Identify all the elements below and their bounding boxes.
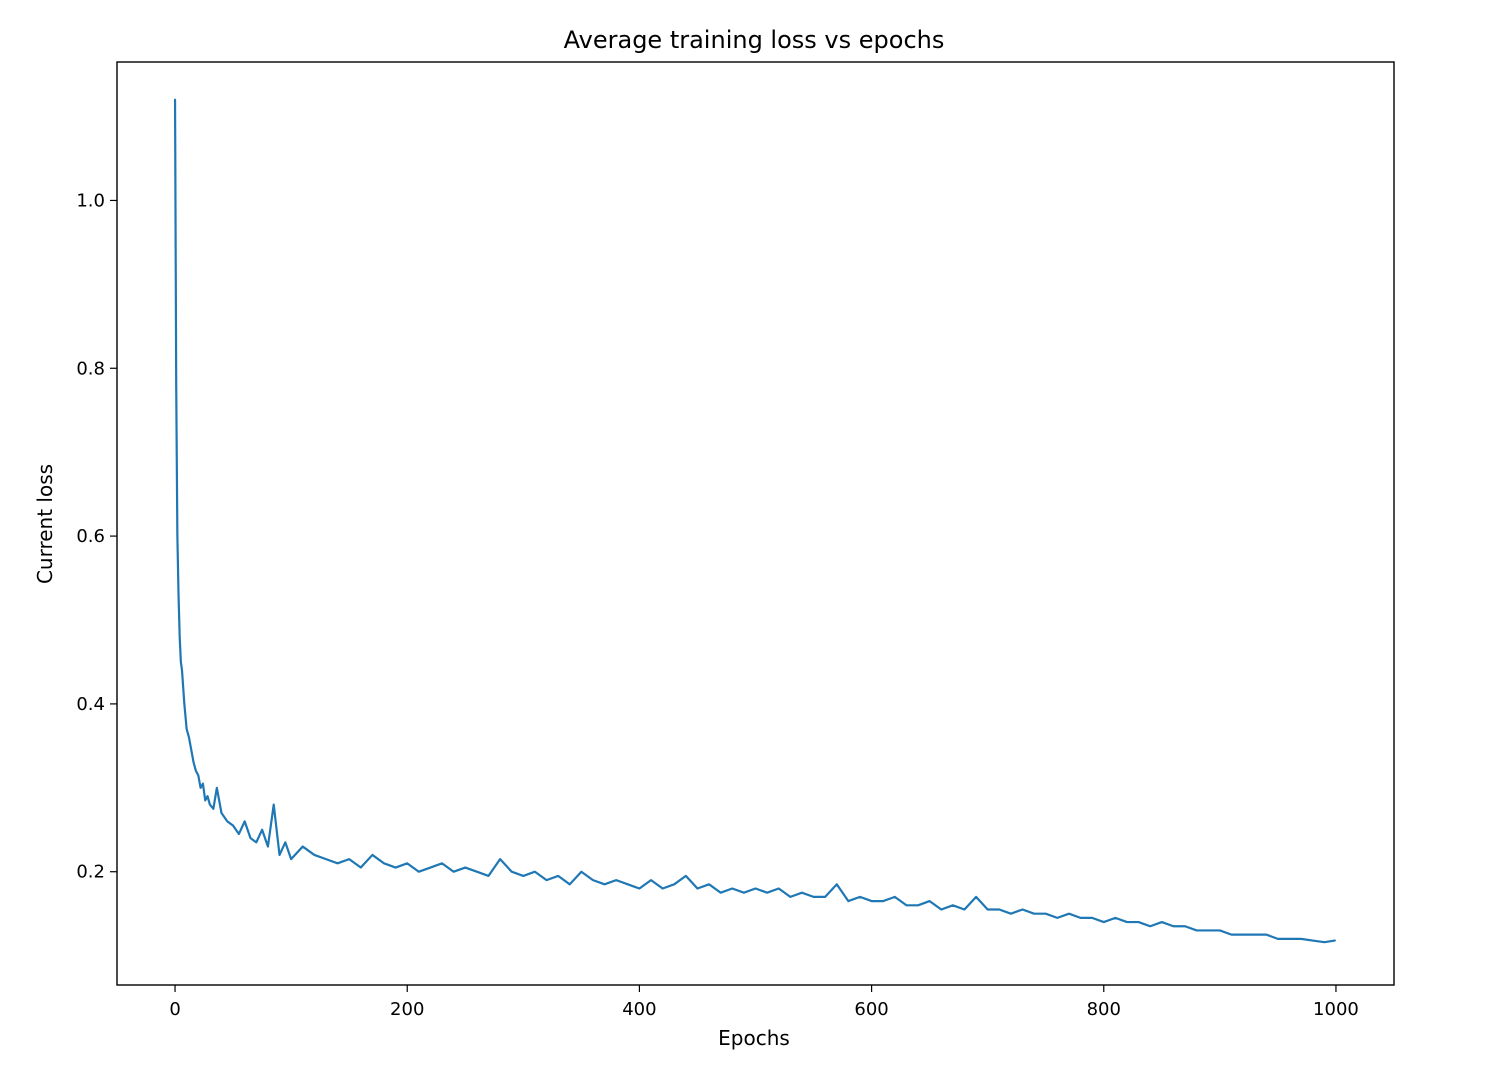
plot-area: 0 200 400 600 800 1000 0.2 0.4 0.6 0.8 1.0 bbox=[76, 61, 1395, 1020]
chart-title: Average training loss vs epochs bbox=[564, 26, 945, 54]
plot-frame bbox=[116, 61, 1395, 986]
x-tick-label: 600 bbox=[854, 999, 888, 1020]
x-tick-label: 0 bbox=[169, 999, 180, 1020]
x-tick-label: 200 bbox=[390, 999, 424, 1020]
y-axis: 0.2 0.4 0.6 0.8 1.0 bbox=[76, 190, 117, 883]
x-tick-label: 800 bbox=[1087, 999, 1121, 1020]
x-axis: 0 200 400 600 800 1000 bbox=[169, 985, 1359, 1020]
y-axis-label: Current loss bbox=[33, 464, 57, 584]
x-axis-label: Epochs bbox=[718, 1026, 790, 1050]
loss-series-line bbox=[173, 98, 1336, 944]
y-tick-label: 1.0 bbox=[76, 190, 105, 211]
y-tick-label: 0.2 bbox=[76, 862, 105, 883]
x-tick-label: 1000 bbox=[1313, 999, 1359, 1020]
x-tick-label: 400 bbox=[622, 999, 656, 1020]
y-tick-label: 0.8 bbox=[76, 358, 105, 379]
y-tick-label: 0.4 bbox=[76, 694, 105, 715]
y-tick-label: 0.6 bbox=[76, 526, 105, 547]
